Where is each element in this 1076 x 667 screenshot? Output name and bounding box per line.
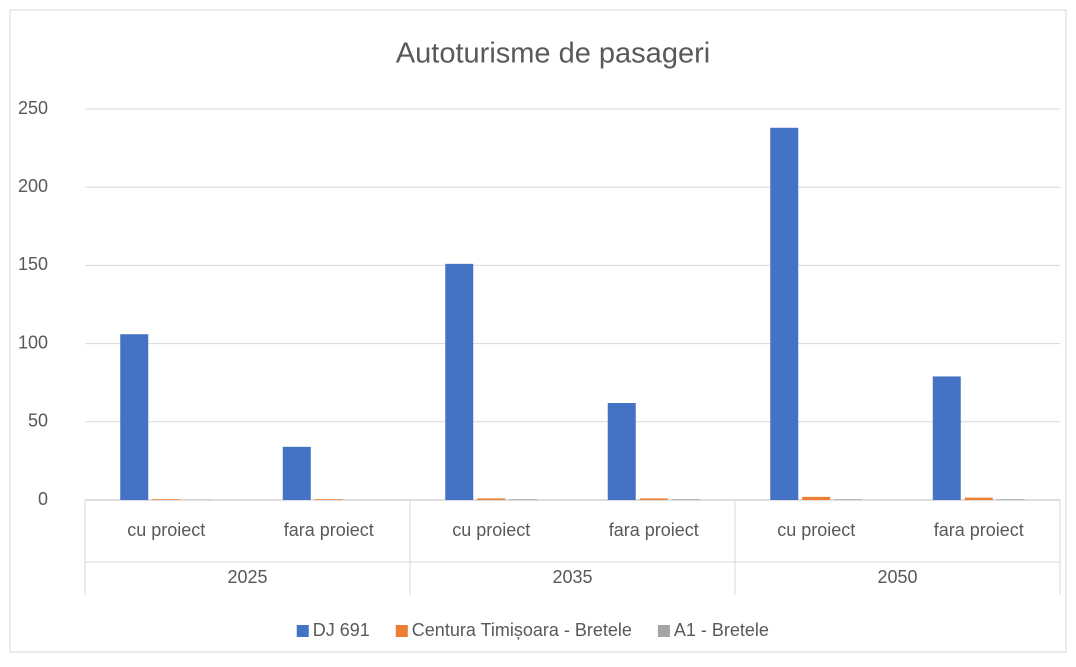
- group-label: 2050: [877, 567, 917, 587]
- bar: [477, 498, 505, 500]
- bar: [152, 499, 180, 500]
- legend-swatch: [297, 625, 309, 637]
- bar: [608, 403, 636, 500]
- chart-title: Autoturisme de pasageri: [396, 38, 710, 70]
- bar: [283, 447, 311, 500]
- y-tick-label: 50: [28, 411, 48, 431]
- x-tick-label: fara proiect: [284, 520, 374, 540]
- bar: [933, 376, 961, 500]
- bar: [770, 128, 798, 500]
- y-tick-label: 250: [18, 98, 48, 118]
- x-tick-label: cu proiect: [127, 520, 205, 540]
- legend-label: DJ 691: [313, 620, 370, 640]
- bar: [120, 334, 148, 500]
- x-tick-label: cu proiect: [452, 520, 530, 540]
- legend-swatch: [396, 625, 408, 637]
- y-tick-label: 100: [18, 332, 48, 352]
- bar: [672, 499, 700, 500]
- x-tick-label: fara proiect: [609, 520, 699, 540]
- x-tick-label: fara proiect: [934, 520, 1024, 540]
- group-label: 2035: [552, 567, 592, 587]
- bar: [802, 497, 830, 500]
- bar: [965, 498, 993, 500]
- bar: [445, 264, 473, 500]
- chart-border: [10, 10, 1066, 652]
- x-tick-label: cu proiect: [777, 520, 855, 540]
- legend-label: A1 - Bretele: [674, 620, 769, 640]
- y-tick-label: 200: [18, 176, 48, 196]
- group-label: 2025: [227, 567, 267, 587]
- y-tick-label: 0: [38, 489, 48, 509]
- bar: [834, 499, 862, 500]
- legend-label: Centura Timișoara - Bretele: [412, 620, 632, 640]
- legend-swatch: [658, 625, 670, 637]
- bar: [315, 499, 343, 500]
- bar: [997, 499, 1025, 500]
- y-tick-label: 150: [18, 254, 48, 274]
- bar: [509, 499, 537, 500]
- bar: [640, 498, 668, 500]
